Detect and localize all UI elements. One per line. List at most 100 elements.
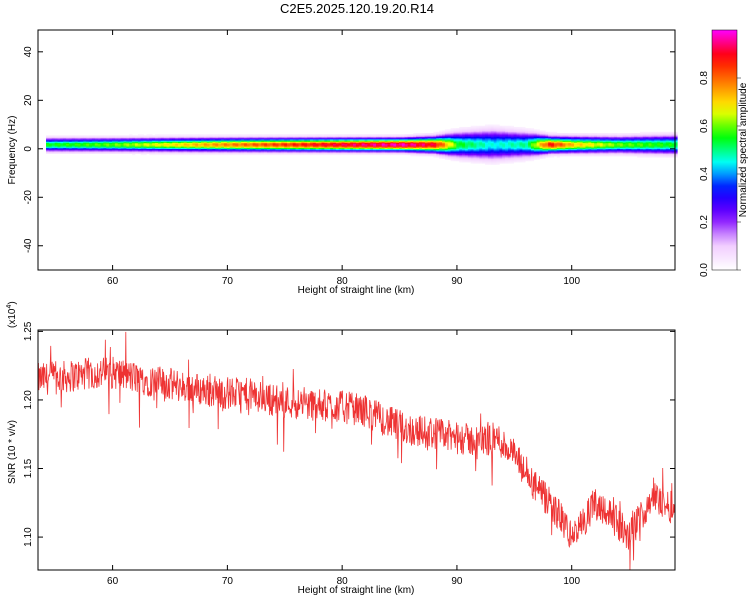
heatmap-cell [522,156,526,158]
heatmap-cell [548,141,552,144]
heatmap-cell [444,130,449,133]
heatmap-cell [559,151,563,153]
heatmap-cell [266,140,271,142]
heatmap-cell [218,137,222,140]
heatmap-cell [215,141,219,144]
heatmap-cell [266,141,271,144]
heatmap-cell [427,151,431,153]
heatmap-cell [178,135,182,137]
heatmap-cell [631,148,635,151]
heatmap-cell [502,139,506,141]
heatmap-cell [447,152,451,154]
chart-title: C2E5.2025.120.19.20.R14 [280,1,434,16]
heatmap-cell [456,140,460,142]
heatmap-cell [163,152,167,154]
heatmap-cell [660,156,664,158]
heatmap-cell [209,150,213,152]
heatmap-cell [393,136,397,139]
heatmap-cell [143,135,147,137]
heatmap-cell [553,136,558,139]
heatmap-cell [367,152,371,154]
heatmap-cell [370,139,374,141]
heatmap-cell [183,145,187,147]
heatmap-cell [516,136,520,139]
heatmap-cell [301,151,305,153]
heatmap-cell [163,137,167,140]
heatmap-cell [155,140,159,142]
heatmap-cell [528,152,532,154]
heatmap-cell [482,148,486,151]
heatmap-cell [117,139,121,141]
heatmap-cell [439,137,443,140]
heatmap-cell [149,148,153,151]
heatmap-cell [57,145,61,147]
heatmap-cell [602,150,606,152]
heatmap-cell [304,147,308,150]
heatmap-cell [393,148,397,151]
heatmap-cell [310,137,314,140]
heatmap-cell [654,134,658,136]
heatmap-cell [341,152,345,154]
heatmap-cell [114,148,119,151]
heatmap-cell [499,126,503,129]
heatmap-cell [530,143,535,146]
heatmap-cell [528,130,532,133]
heatmap-cell [462,145,466,147]
heatmap-cell [516,156,520,158]
heatmap-cell [246,147,251,150]
heatmap-cell [132,150,136,152]
heatmap-cell [424,153,428,156]
heatmap-cell [637,137,641,140]
heatmap-cell [244,137,248,140]
heatmap-cell [470,141,474,144]
heatmap-cell [596,140,601,142]
heatmap-cell [482,159,486,162]
heatmap-cell [447,136,451,139]
heatmap-cell [625,148,629,151]
heatmap-cell [341,134,345,136]
heatmap-cell [499,152,503,154]
heatmap-cell [545,146,549,148]
heatmap-cell [241,145,245,147]
heatmap-cell [120,147,124,150]
heatmap-cell [421,141,426,144]
heatmap-cell [304,146,308,148]
heatmap-cell [330,148,334,151]
heatmap-cell [528,148,532,151]
heatmap-cell [510,129,515,131]
heatmap-cell [588,148,592,151]
heatmap-cell [292,139,296,141]
heatmap-cell [453,157,457,159]
heatmap-cell [502,156,506,158]
heatmap-cell [212,140,216,142]
heatmap-cell [654,143,658,146]
heatmap-cell [459,151,463,153]
heatmap-cell [172,135,176,137]
heatmap-cell [66,152,70,154]
heatmap-cell [453,136,457,139]
heatmap-cell [198,147,202,150]
heatmap-cell [384,141,388,144]
heatmap-cell [109,151,113,153]
heatmap-cell [568,145,572,147]
heatmap-cell [86,139,90,141]
heatmap-cell [175,145,179,147]
heatmap-cell [657,152,661,154]
heatmap-cell [645,141,649,144]
heatmap-cell [358,153,362,156]
heatmap-cell [327,145,331,147]
heatmap-cell [335,142,340,145]
heatmap-cell [634,146,638,148]
heatmap-cell [464,160,469,163]
heatmap-cell [401,137,406,140]
heatmap-cell [169,134,173,136]
heatmap-cell [404,143,408,146]
heatmap-cell [212,146,216,148]
heatmap-cell [241,137,245,140]
heatmap-cell [674,143,678,146]
heatmap-cell [579,148,583,151]
heatmap-cell [60,151,64,153]
heatmap-cell [654,151,658,153]
heatmap-cell [508,139,512,141]
heatmap-cell [490,135,494,137]
